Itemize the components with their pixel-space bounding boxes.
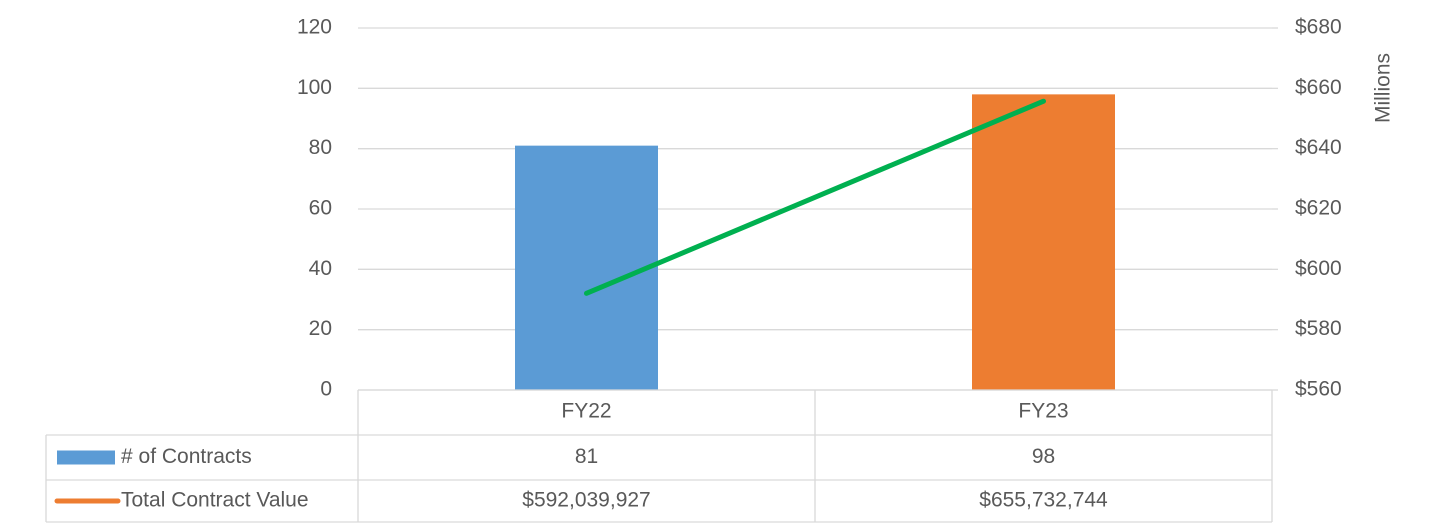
table-value: 98 (1032, 445, 1055, 468)
y-tick-label: 40 (309, 257, 332, 280)
y2-tick-label: $620 (1295, 197, 1342, 220)
x-tick-label: FY23 (1018, 400, 1068, 423)
y2-tick-label: $600 (1295, 257, 1342, 280)
table-value: 81 (575, 445, 598, 468)
y2-tick-label: $680 (1295, 16, 1342, 39)
legend-key (57, 450, 115, 465)
y-tick-label: 100 (297, 76, 332, 99)
legend-label: # of Contracts (121, 445, 252, 468)
y-tick-label: 60 (309, 197, 332, 220)
y2-tick-label: $580 (1295, 317, 1342, 340)
table-value: $592,039,927 (522, 489, 650, 512)
y2-tick-label: $660 (1295, 76, 1342, 99)
y-tick-label: 120 (297, 16, 332, 39)
table-value: $655,732,744 (979, 489, 1108, 512)
y2-tick-label: $560 (1295, 378, 1342, 401)
x-tick-label: FY22 (561, 400, 611, 423)
y-tick-label: 20 (309, 317, 332, 340)
y-tick-label: 0 (320, 378, 332, 401)
bar (515, 145, 658, 390)
bar (972, 94, 1115, 390)
y2-tick-label: $640 (1295, 136, 1342, 159)
line (584, 98, 1046, 296)
y2-axis-label: Millions (1372, 53, 1395, 123)
y-tick-label: 80 (309, 136, 332, 159)
legend-label: Total Contract Value (121, 489, 309, 512)
